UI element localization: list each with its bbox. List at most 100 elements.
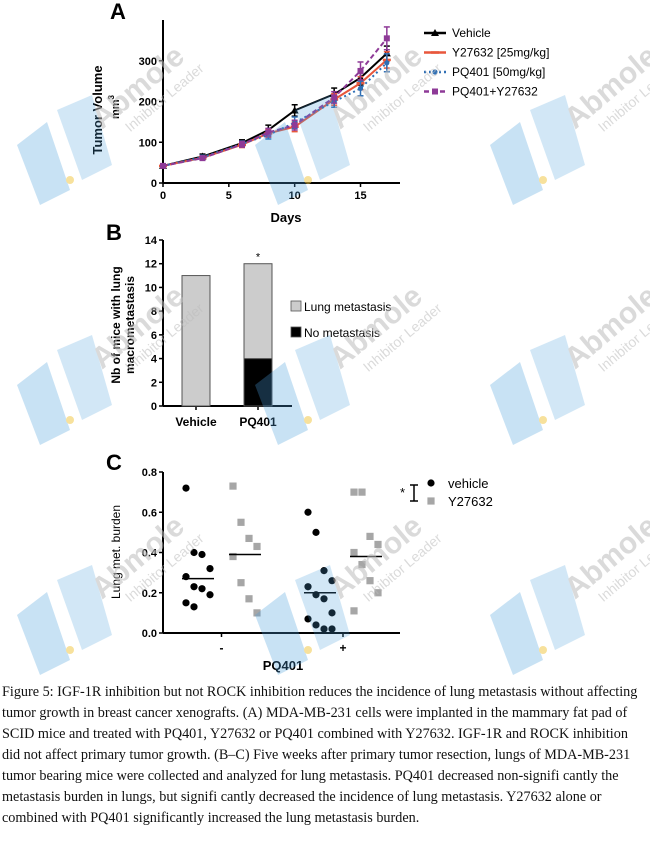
dot-y27632	[245, 595, 253, 603]
panel-c-y-tick-label: 0.4	[142, 548, 158, 560]
dot-vehicle	[190, 548, 198, 557]
dot-vehicle	[328, 609, 336, 617]
dot-y27632	[237, 518, 245, 526]
dot-y27632	[350, 607, 358, 615]
series-y27632	[159, 51, 391, 169]
panel-b-y-tick-label: 12	[145, 259, 157, 271]
data-point-combo	[160, 162, 166, 169]
panel-a-tumor-growth-chart: A Tumor Volume mm3 Days 0 100 200 300 0 5 10 15…	[90, 0, 549, 225]
legend-marker-y27632	[427, 497, 435, 505]
dot-y27632	[237, 579, 245, 587]
legend-marker-vehicle	[431, 29, 439, 36]
dot-vehicle	[198, 585, 206, 593]
dot-vehicle	[320, 625, 328, 633]
panel-c-metastasis-burden-scatter: C Lung met. burden PQ401 0.0 0.2 0.4 0.6 0.8…	[106, 450, 493, 673]
panel-c-legend: * vehicle Y27632	[400, 476, 493, 509]
dot-group-y27632-pq401-plus	[350, 488, 382, 615]
data-point-combo	[291, 122, 298, 129]
bar-bar_lung-vehicle	[181, 275, 211, 407]
dot-vehicle	[320, 567, 328, 575]
panel-a-ylabel-unit: mm3	[107, 94, 122, 119]
dot-y27632	[229, 482, 237, 490]
data-point-combo	[199, 155, 206, 162]
legend-label-y27632: Y27632	[448, 494, 493, 509]
panel-b-y-tick-label: 4	[151, 354, 158, 366]
dot-vehicle	[206, 591, 214, 599]
dot-group-vehicle-pq401-minus	[182, 484, 214, 611]
dot-vehicle	[304, 583, 312, 591]
legend-marker-vehicle	[427, 479, 435, 487]
panel-c-ylabel: Lung met. burden	[109, 505, 123, 599]
dot-y27632	[374, 589, 382, 597]
caption-text: Figure 5: IGF-1R inhibition but not ROCK…	[2, 684, 638, 826]
panel-a-legend: Vehicle Y27632 [25mg/kg] PQ401 [50mg/kg] PQ…	[424, 26, 549, 99]
dot-vehicle	[320, 595, 328, 603]
panel-b-y-tick-label: 14	[145, 235, 158, 247]
panel-c-plot-area	[182, 482, 382, 633]
panel-b-y-tick-label: 10	[145, 282, 157, 294]
series-pq401	[160, 53, 390, 169]
panel-a-x-tick-label: 0	[160, 190, 166, 202]
panel-c-y-tick-label: 0.8	[142, 467, 157, 479]
dot-y27632	[253, 542, 261, 551]
dot-vehicle	[190, 603, 198, 611]
panel-b-y-tick-label: 8	[151, 306, 157, 318]
series-line-y27632	[162, 59, 388, 167]
panel-a-ylabel: Tumor Volume	[90, 65, 105, 154]
panel-a-letter: A	[110, 0, 126, 24]
panel-c-y-tick-label: 0.0	[142, 628, 157, 640]
legend-marker-pq401	[432, 69, 438, 75]
panel-c-x-tick-label: +	[339, 641, 346, 655]
dot-vehicle	[312, 528, 320, 536]
panel-a-y-tick-label: 100	[139, 137, 157, 149]
dot-group-y27632-pq401-minus	[229, 482, 261, 617]
panel-b-legend: Lung metastasis No metastasis	[290, 300, 391, 340]
data-point-pq401	[384, 60, 390, 66]
panel-b-x-tick-label: PQ401	[239, 415, 277, 429]
dot-y27632	[245, 534, 253, 543]
dot-vehicle	[182, 599, 190, 607]
dot-vehicle	[312, 621, 320, 629]
legend-label-vehicle: vehicle	[448, 476, 488, 491]
dot-y27632	[350, 548, 358, 557]
panel-c-y-tick-label: 0.6	[142, 507, 157, 519]
data-point-combo	[265, 129, 272, 136]
data-point-combo	[331, 94, 338, 101]
legend-swatch-bar_lung	[290, 300, 302, 312]
series-combo	[160, 26, 390, 169]
panel-c-x-tick-label: -	[220, 641, 224, 655]
series-line-pq401	[162, 62, 388, 167]
series-line-vehicle	[162, 52, 388, 167]
panel-c-axes: 0.0 0.2 0.4 0.6 0.8 - +	[142, 467, 400, 655]
panel-b-y-tick-label: 2	[151, 377, 157, 389]
legend-marker-combo	[432, 88, 438, 95]
legend-swatch-bar_no	[290, 326, 302, 338]
panel-a-axes: 0 100 200 300 0 5 10 15	[139, 20, 400, 202]
panel-a-y-tick-label: 300	[139, 56, 157, 68]
dot-group-vehicle-pq401-plus	[304, 508, 336, 633]
panel-b-y-tick-label: 6	[151, 330, 157, 342]
panel-b-x-tick-label: Vehicle	[175, 415, 217, 429]
dot-vehicle	[328, 577, 336, 585]
panel-c-xlabel: PQ401	[263, 658, 303, 673]
panel-a-y-tick-label: 0	[151, 178, 157, 190]
panel-a-x-tick-label: 10	[289, 190, 301, 202]
figure-caption: Figure 5: IGF-1R inhibition but not ROCK…	[2, 682, 648, 829]
data-point-combo	[383, 35, 390, 42]
legend-label-bar_lung: Lung metastasis	[304, 300, 391, 314]
legend-label-vehicle: Vehicle	[452, 26, 491, 40]
dot-y27632	[366, 532, 374, 540]
dot-y27632	[350, 488, 358, 496]
panel-b-y-tick-label: 0	[151, 401, 157, 413]
dot-y27632	[374, 540, 382, 549]
dot-vehicle	[198, 550, 206, 559]
series-vehicle	[159, 45, 391, 169]
dot-y27632	[253, 609, 261, 617]
panel-a-xlabel: Days	[270, 210, 301, 225]
panel-a-plot-area	[159, 26, 391, 169]
legend-label-bar_no: No metastasis	[304, 326, 380, 340]
dot-vehicle	[328, 625, 336, 633]
legend-label-pq401: PQ401 [50mg/kg]	[452, 65, 545, 79]
panel-a-x-tick-label: 5	[226, 190, 232, 202]
data-point-combo	[239, 141, 245, 148]
